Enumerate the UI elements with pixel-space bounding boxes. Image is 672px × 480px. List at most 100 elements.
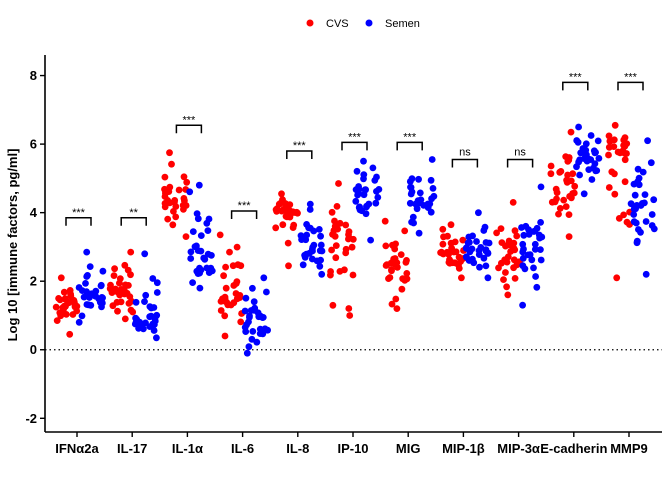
data-point-cvs <box>220 272 228 280</box>
significance-label: *** <box>624 71 638 83</box>
data-point-semen <box>406 199 414 207</box>
data-point-semen <box>306 224 314 232</box>
data-point-cvs <box>278 207 286 215</box>
data-point-semen <box>260 274 268 282</box>
data-point-semen <box>531 240 539 248</box>
data-point-semen <box>630 218 638 226</box>
data-point-cvs <box>605 184 613 191</box>
data-point-cvs <box>109 302 117 310</box>
data-point-cvs <box>183 178 191 186</box>
data-point-semen <box>416 189 424 197</box>
data-point-semen <box>196 284 204 292</box>
data-point-semen <box>476 263 483 271</box>
legend-label-cvs: CVS <box>326 18 349 30</box>
data-point-semen <box>250 298 258 306</box>
data-point-semen <box>193 210 201 218</box>
data-point-cvs <box>608 168 616 176</box>
data-point-semen <box>253 338 261 346</box>
data-point-cvs <box>129 308 137 316</box>
data-point-semen <box>531 246 539 253</box>
data-point-cvs <box>332 254 340 262</box>
data-point-semen <box>631 191 639 199</box>
significance-label: ** <box>129 207 138 219</box>
data-point-semen <box>87 301 95 309</box>
data-point-cvs <box>447 221 455 229</box>
significance-label: ns <box>514 147 526 159</box>
data-point-semen <box>263 288 270 296</box>
data-point-semen <box>627 200 635 208</box>
data-point-cvs <box>285 262 292 270</box>
legend-swatch-cvs <box>306 19 314 27</box>
data-point-semen <box>141 250 149 258</box>
data-point-cvs <box>284 239 292 247</box>
data-point-semen <box>372 199 380 207</box>
data-point-semen <box>518 224 525 231</box>
data-point-semen <box>197 247 205 255</box>
data-point-cvs <box>611 190 619 198</box>
data-point-cvs <box>60 288 68 296</box>
data-point-cvs <box>503 283 510 291</box>
data-point-semen <box>648 211 656 218</box>
data-point-cvs <box>111 265 118 273</box>
data-point-semen <box>318 270 326 278</box>
data-point-cvs <box>560 196 568 204</box>
data-point-semen <box>632 205 639 213</box>
data-point-semen <box>427 208 435 216</box>
legend: CVS Semen <box>306 18 420 30</box>
data-point-cvs <box>328 208 336 216</box>
data-point-cvs <box>335 180 342 187</box>
data-point-cvs <box>233 278 241 286</box>
x-tick-label: IL-1α <box>172 441 203 456</box>
data-point-cvs <box>402 259 410 266</box>
data-point-cvs <box>282 200 289 207</box>
data-point-semen <box>482 239 490 246</box>
data-point-cvs <box>273 207 280 215</box>
data-point-cvs <box>504 253 512 261</box>
data-point-cvs <box>563 176 570 184</box>
data-point-cvs <box>455 265 463 272</box>
data-point-semen <box>187 255 195 262</box>
data-point-semen <box>468 245 476 253</box>
significance-label: *** <box>348 131 362 143</box>
data-point-semen <box>531 227 539 235</box>
x-tick-label: IL-8 <box>286 441 309 456</box>
data-point-cvs <box>166 149 173 157</box>
data-point-semen <box>315 226 323 233</box>
data-point-cvs <box>498 239 506 247</box>
data-point-semen <box>576 156 584 164</box>
data-point-cvs <box>614 148 622 156</box>
data-point-cvs <box>611 121 619 129</box>
data-point-cvs <box>161 173 169 181</box>
data-point-semen <box>147 304 155 312</box>
data-point-cvs <box>500 276 507 283</box>
data-point-cvs <box>610 143 618 151</box>
data-point-semen <box>141 298 148 305</box>
data-point-cvs <box>556 205 564 212</box>
data-point-cvs <box>613 274 621 282</box>
data-point-cvs <box>569 190 576 197</box>
data-point-semen <box>142 291 150 299</box>
data-point-cvs <box>458 274 465 282</box>
data-point-semen <box>647 159 655 167</box>
data-point-semen <box>352 197 360 205</box>
data-point-cvs <box>502 269 509 276</box>
data-point-cvs <box>385 275 392 282</box>
data-point-cvs <box>552 185 560 193</box>
data-point-semen <box>367 236 374 244</box>
data-point-semen <box>466 239 473 246</box>
data-point-semen <box>246 312 253 320</box>
data-point-semen <box>150 327 158 334</box>
data-point-semen <box>200 254 208 262</box>
data-point-cvs <box>341 266 348 274</box>
data-point-semen <box>308 246 316 253</box>
data-point-cvs <box>328 246 335 254</box>
data-point-semen <box>537 219 544 226</box>
y-tick-label: 0 <box>30 342 37 357</box>
data-point-semen <box>195 181 203 189</box>
data-point-semen <box>316 262 324 270</box>
data-point-cvs <box>564 171 571 179</box>
data-point-cvs <box>217 307 225 314</box>
data-point-semen <box>86 263 94 270</box>
data-point-semen <box>248 335 256 343</box>
